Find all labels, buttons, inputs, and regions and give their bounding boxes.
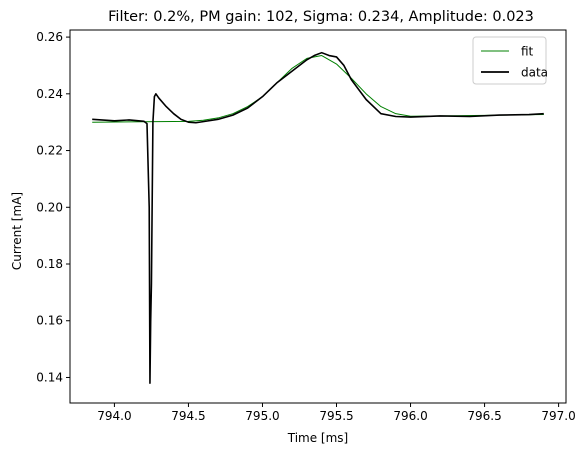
y-tick-label: 0.14 [36, 370, 63, 384]
plot-area [92, 51, 544, 384]
y-tick-label: 0.18 [36, 257, 63, 271]
plot-frame [69, 29, 567, 404]
series-line-data [92, 51, 544, 384]
x-tick-label: 794.0 [97, 409, 131, 423]
chart-title: Filter: 0.2%, PM gain: 102, Sigma: 0.234… [108, 9, 534, 25]
x-axis-label: Time [ms] [287, 431, 349, 445]
y-tick-label: 0.22 [36, 144, 63, 158]
legend-label-data: data [521, 66, 548, 80]
x-axis: 794.0 794.5 795.0 795.5 796.0 796.5 797.0 [97, 403, 576, 423]
y-axis-label: Current [mA] [10, 192, 24, 270]
x-tick-label: 795.5 [319, 409, 353, 423]
y-tick-label: 0.24 [36, 87, 63, 101]
x-tick-label: 796.5 [467, 409, 501, 423]
y-axis: 0.14 0.16 0.18 0.20 0.22 0.24 0.26 [36, 30, 70, 384]
x-tick-label: 794.5 [171, 409, 205, 423]
x-tick-label: 797.0 [541, 409, 575, 423]
legend-label-fit: fit [521, 45, 534, 59]
y-tick-label: 0.26 [36, 30, 63, 44]
series-line-fit [92, 55, 544, 123]
y-tick-label: 0.20 [36, 200, 63, 214]
x-tick-label: 796.0 [393, 409, 427, 423]
y-tick-label: 0.16 [36, 314, 63, 328]
x-tick-label: 795.0 [245, 409, 279, 423]
legend: fit data [472, 36, 548, 85]
